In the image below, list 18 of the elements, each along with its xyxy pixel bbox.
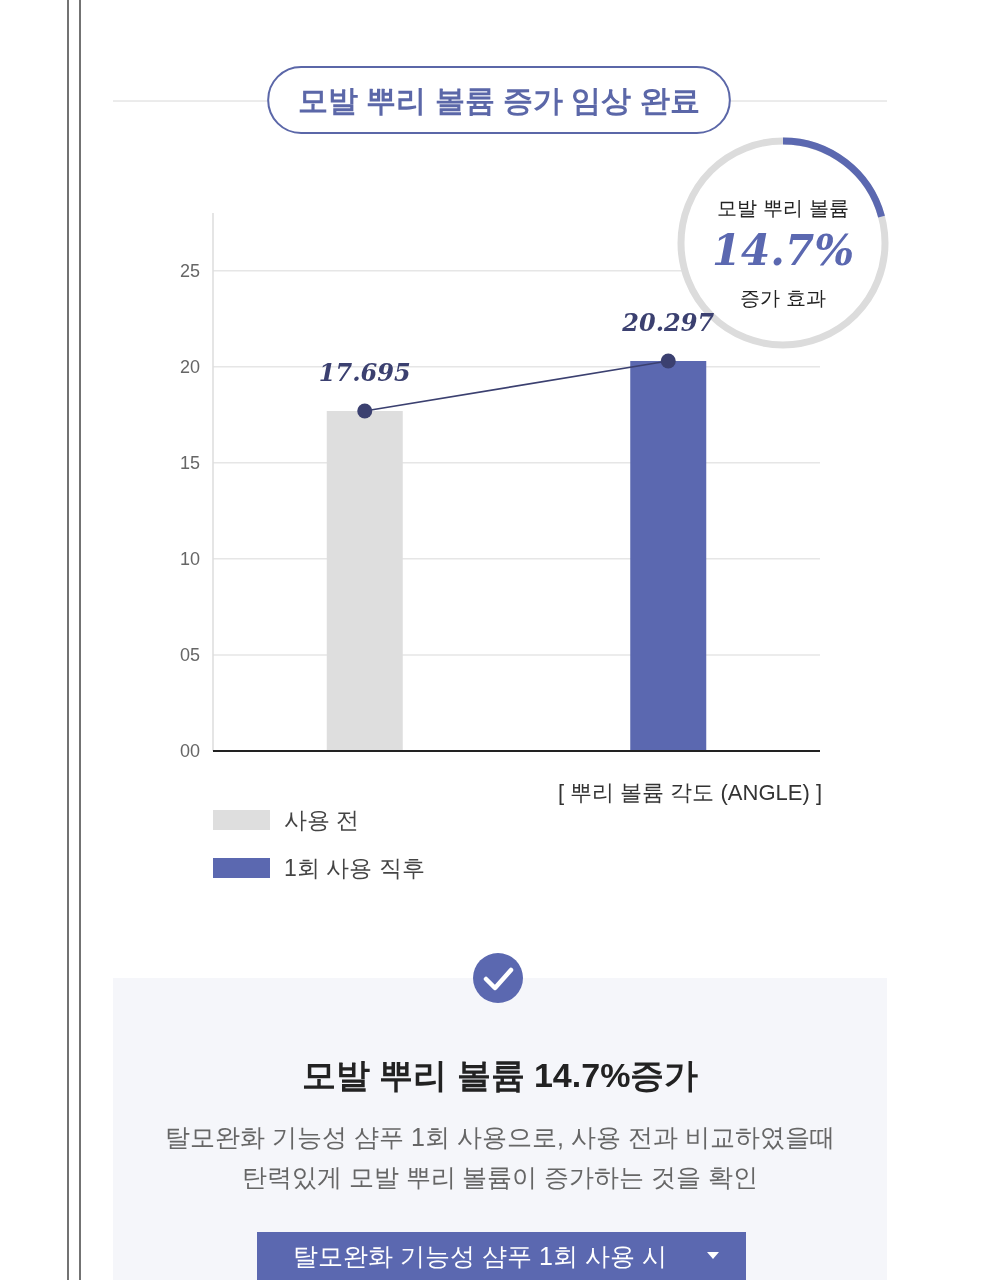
y-tick-label: 25 — [179, 260, 200, 281]
legend-label: 1회 사용 직후 — [284, 855, 425, 881]
y-tick-label: 15 — [179, 452, 200, 473]
text: 모발 뿌리 볼륨 14.7%증가 — [301, 1056, 699, 1094]
annotation: 14.7% — [711, 225, 855, 275]
text: 탈모완화 기능성 샴푸 1회 사용으로, 사용 전과 비교하였을때 탄력있게 모발 뿌리 볼륨이 증가하는 것을 확인 — [165, 1123, 835, 1191]
y-tick-label: 00 — [179, 741, 200, 761]
y-tick-label: 20 — [179, 356, 200, 377]
legend-label: 사용 전 — [284, 807, 360, 833]
annotation: 증가 효과 — [740, 287, 826, 309]
chart-title: 모발 뿌리 볼륨 증가 임상 완료 — [298, 83, 700, 117]
data-label: 20.297 — [621, 308, 715, 338]
annotation: 모발 뿌리 볼륨 — [717, 197, 849, 219]
x-axis-title: [ 뿌리 볼륨 각도 (ANGLE) ] — [557, 779, 822, 805]
y-tick-label: 05 — [179, 644, 200, 665]
text: 탈모완화 기능성 샴푸 1회 사용 시 — [293, 1242, 667, 1270]
y-tick-label: 10 — [179, 548, 200, 569]
data-label: 17.695 — [318, 358, 411, 387]
